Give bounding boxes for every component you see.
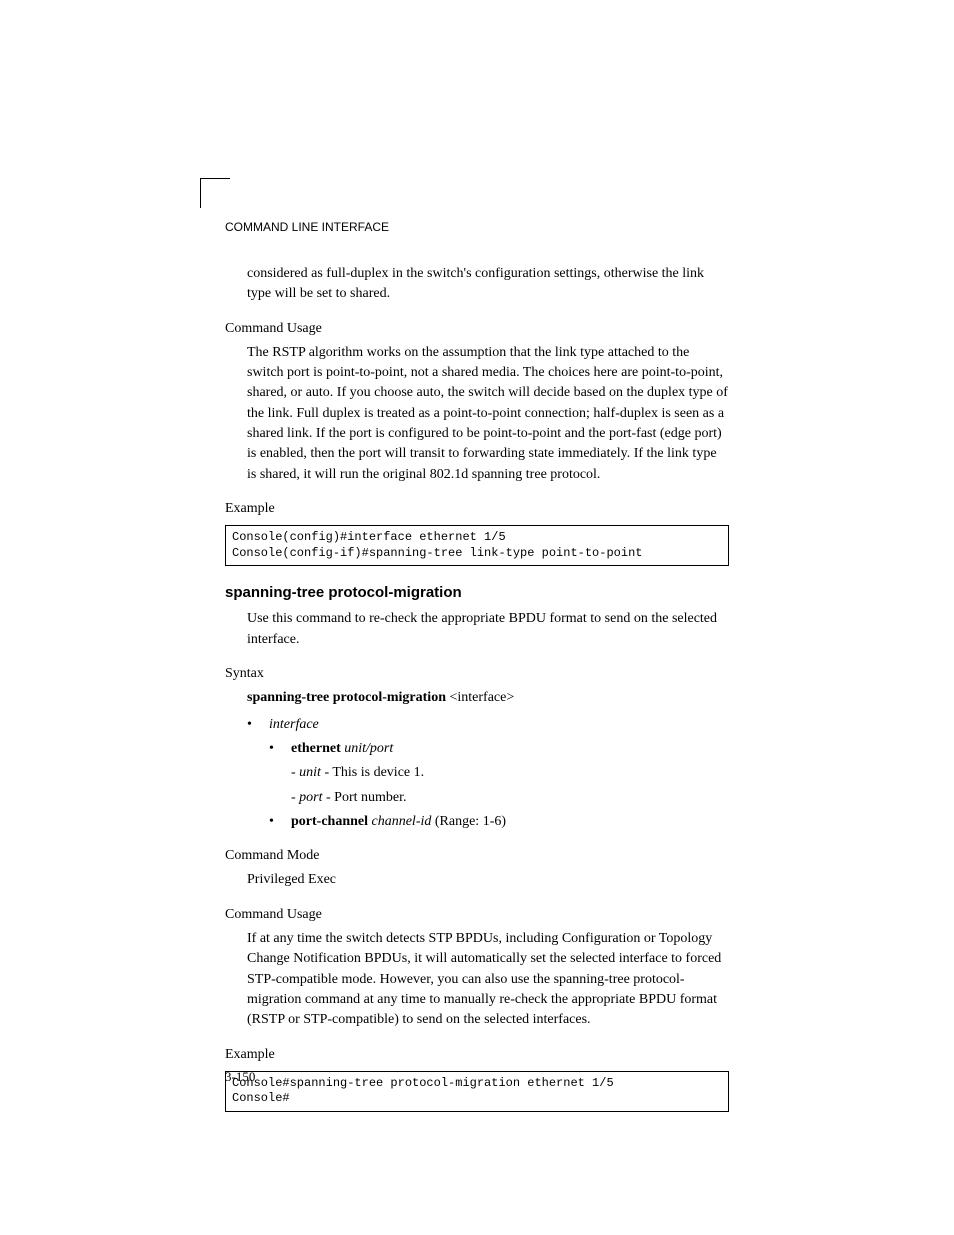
port-desc: - Port number. [323, 790, 407, 805]
section-syntax: Syntax [225, 664, 729, 684]
command-heading: spanning-tree protocol-migration [225, 584, 729, 601]
command-usage-text-1: The RSTP algorithm works on the assumpti… [225, 343, 729, 485]
section-command-usage-1: Command Usage [225, 319, 729, 339]
unit-word: unit [299, 765, 321, 780]
code-example-2: Console#spanning-tree protocol-migration… [225, 1071, 729, 1112]
command-mode-text: Privileged Exec [225, 870, 729, 890]
pc-arg: channel-id [372, 814, 432, 829]
unit-line: - unit - This is device 1. [225, 763, 729, 783]
crop-mark [200, 178, 230, 208]
portchannel-line: port-channel channel-id (Range: 1-6) [291, 812, 729, 832]
section-example-1: Example [225, 499, 729, 519]
bullet-dot: • [269, 812, 291, 832]
syntax-bullet-ethernet: • ethernet unit/port [225, 739, 729, 759]
page-number: 3-150 [225, 1069, 255, 1085]
running-header: COMMAND LINE INTERFACE [225, 220, 729, 234]
syntax-line: spanning-tree protocol-migration <interf… [225, 688, 729, 708]
section-command-usage-2: Command Usage [225, 905, 729, 925]
pc-range: (Range: 1-6) [431, 814, 506, 829]
port-line: - port - Port number. [225, 788, 729, 808]
section-command-mode: Command Mode [225, 846, 729, 866]
command-usage-text-2: If at any time the switch detects STP BP… [225, 929, 729, 1030]
page-content: COMMAND LINE INTERFACE considered as ful… [225, 220, 729, 1130]
ethernet-kw: ethernet [291, 741, 344, 756]
ethernet-arg: unit/port [344, 741, 393, 756]
syntax-command: spanning-tree protocol-migration [247, 690, 446, 705]
interface-word: interface [269, 715, 729, 735]
syntax-arg: <interface> [446, 690, 514, 705]
section-example-2: Example [225, 1045, 729, 1065]
page: COMMAND LINE INTERFACE considered as ful… [0, 0, 954, 1235]
bullet-dot: • [247, 715, 269, 735]
ethernet-line: ethernet unit/port [291, 739, 729, 759]
syntax-bullet-portchannel: • port-channel channel-id (Range: 1-6) [225, 812, 729, 832]
code-example-1: Console(config)#interface ethernet 1/5 C… [225, 525, 729, 566]
port-word: port [299, 790, 322, 805]
syntax-bullet-interface: • interface [225, 715, 729, 735]
intro-paragraph: considered as full-duplex in the switch'… [225, 264, 729, 305]
unit-desc: - This is device 1. [321, 765, 424, 780]
pc-kw: port-channel [291, 814, 372, 829]
bullet-dot: • [269, 739, 291, 759]
command-description: Use this command to re-check the appropr… [225, 609, 729, 650]
